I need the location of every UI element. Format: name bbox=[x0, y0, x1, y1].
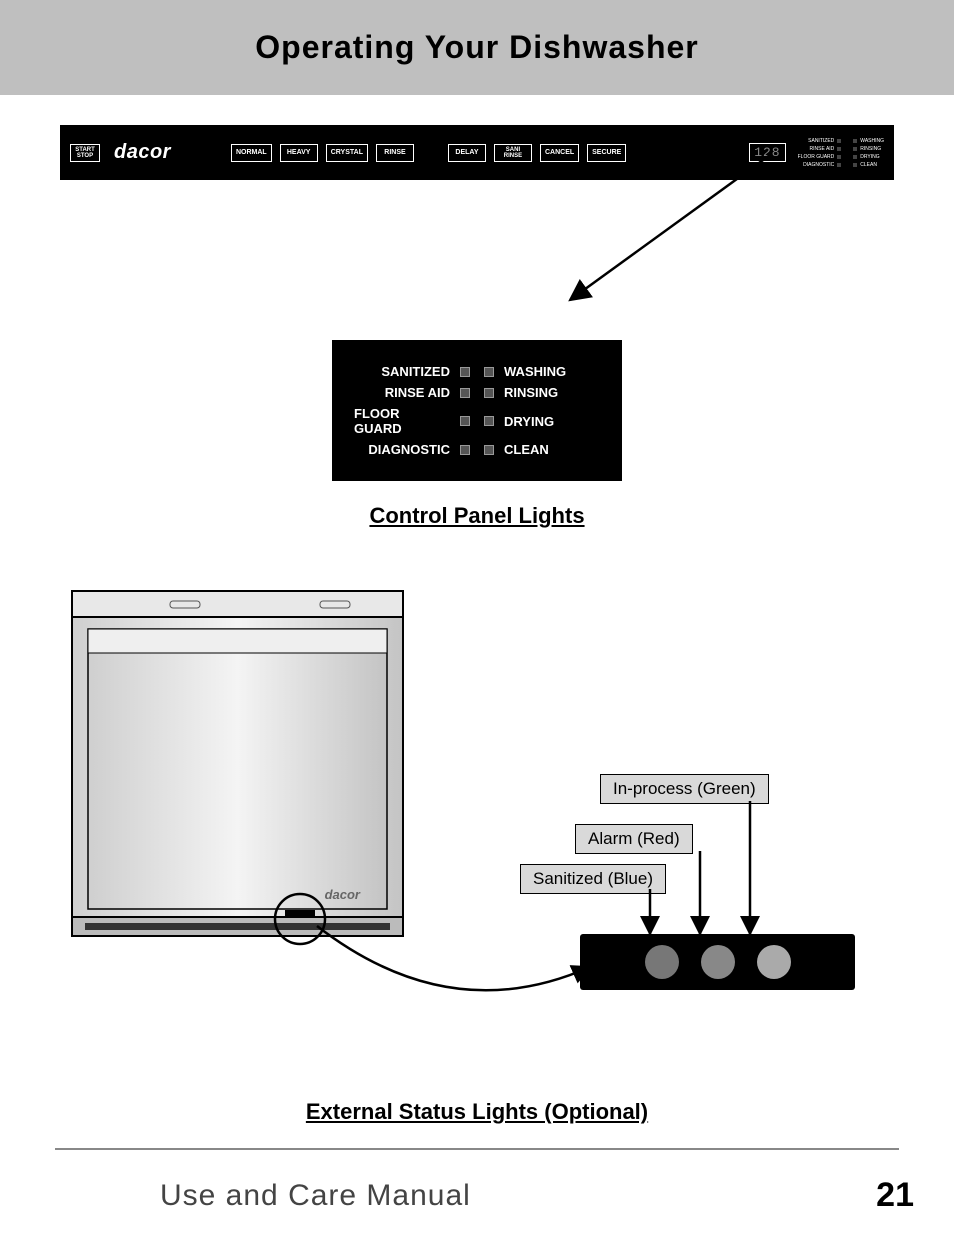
section-heading-external-status: External Status Lights (Optional) bbox=[60, 1099, 894, 1125]
footer-rule bbox=[55, 1148, 899, 1150]
led-icon bbox=[853, 163, 857, 167]
led-icon bbox=[484, 445, 494, 455]
page-footer: Use and Care Manual 21 bbox=[0, 1176, 954, 1215]
led-icon bbox=[853, 155, 857, 159]
led-icon bbox=[460, 388, 470, 398]
external-status-lights-closeup bbox=[580, 934, 855, 990]
dishwasher-icon: dacor bbox=[70, 589, 405, 954]
light-label: FLOOR GUARD bbox=[354, 406, 450, 436]
mini-label: DIAGNOSTIC bbox=[803, 161, 834, 169]
page-number: 21 bbox=[876, 1176, 914, 1215]
control-panel-lights-detail: SANITIZED WASHING RINSE AID RINSING FLOO… bbox=[332, 340, 622, 481]
led-icon bbox=[853, 139, 857, 143]
led-icon bbox=[837, 163, 841, 167]
header-bar: Operating Your Dishwasher bbox=[0, 0, 954, 95]
led-icon bbox=[460, 367, 470, 377]
led-icon bbox=[460, 416, 470, 426]
light-label: RINSE AID bbox=[385, 385, 450, 400]
normal-button[interactable]: NORMAL bbox=[231, 144, 272, 162]
led-icon bbox=[484, 367, 494, 377]
delay-button[interactable]: DELAY bbox=[448, 144, 486, 162]
rinse-button[interactable]: RINSE bbox=[376, 144, 414, 162]
cancel-button[interactable]: CANCEL bbox=[540, 144, 579, 162]
callout-in-process: In-process (Green) bbox=[600, 774, 769, 804]
mini-label: SANITIZED bbox=[808, 137, 834, 145]
dishwasher-logo: dacor bbox=[325, 887, 361, 902]
mini-label: RINSING bbox=[860, 145, 881, 153]
dishwasher-diagram-area: dacor In-process (Green) Alarm (Red) San… bbox=[60, 589, 894, 1029]
mini-label: FLOOR GUARD bbox=[798, 153, 835, 161]
page-title: Operating Your Dishwasher bbox=[255, 29, 698, 66]
led-icon bbox=[837, 147, 841, 151]
heavy-button[interactable]: HEAVY bbox=[280, 144, 318, 162]
callout-alarm: Alarm (Red) bbox=[575, 824, 693, 854]
led-icon bbox=[460, 445, 470, 455]
led-icon bbox=[837, 155, 841, 159]
light-label: WASHING bbox=[504, 364, 566, 379]
led-icon bbox=[484, 388, 494, 398]
light-label: SANITIZED bbox=[381, 364, 450, 379]
led-icon bbox=[837, 139, 841, 143]
led-icon bbox=[484, 416, 494, 426]
light-label: CLEAN bbox=[504, 442, 549, 457]
light-label: DRYING bbox=[504, 414, 554, 429]
status-led-alarm bbox=[701, 945, 735, 979]
crystal-button[interactable]: CRYSTAL bbox=[326, 144, 368, 162]
light-label: RINSING bbox=[504, 385, 558, 400]
panel-mini-lights: SANITIZED RINSE AID FLOOR GUARD DIAGNOST… bbox=[798, 137, 884, 169]
sani-rinse-button[interactable]: SANI RINSE bbox=[494, 144, 532, 162]
brand-logo: dacor bbox=[108, 141, 185, 164]
section-heading-control-panel-lights: Control Panel Lights bbox=[60, 503, 894, 529]
mini-label: RINSE AID bbox=[810, 145, 835, 153]
status-led-in-process bbox=[757, 945, 791, 979]
led-icon bbox=[853, 147, 857, 151]
mini-label: DRYING bbox=[860, 153, 879, 161]
mini-label: CLEAN bbox=[860, 161, 877, 169]
secure-button[interactable]: SECURE bbox=[587, 144, 626, 162]
light-label: DIAGNOSTIC bbox=[368, 442, 450, 457]
mini-label: WASHING bbox=[860, 137, 884, 145]
time-display: 128 bbox=[749, 143, 785, 162]
start-stop-button[interactable]: START STOP bbox=[70, 144, 100, 162]
callout-sanitized: Sanitized (Blue) bbox=[520, 864, 666, 894]
control-panel-strip: START STOP dacor NORMAL HEAVY CRYSTAL RI… bbox=[60, 125, 894, 180]
content-area: START STOP dacor NORMAL HEAVY CRYSTAL RI… bbox=[0, 95, 954, 1125]
status-led-sanitized bbox=[645, 945, 679, 979]
footer-title: Use and Care Manual bbox=[160, 1179, 471, 1213]
dishwasher-illustration: dacor bbox=[70, 589, 405, 954]
